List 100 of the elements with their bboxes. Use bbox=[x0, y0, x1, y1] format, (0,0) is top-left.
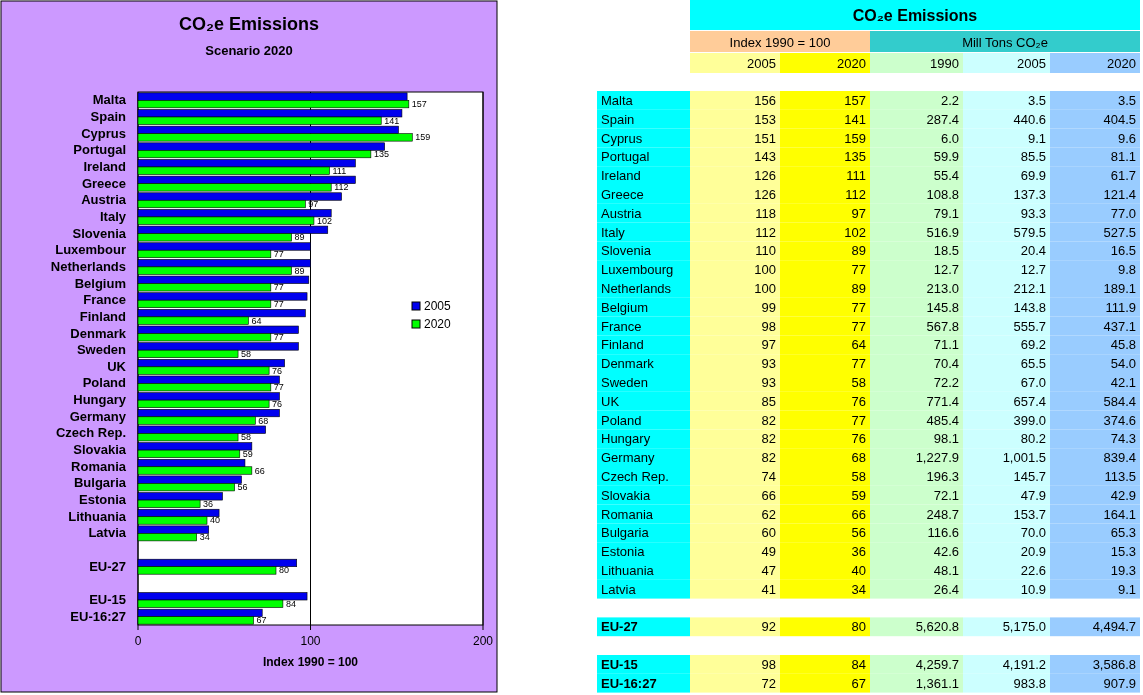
data-label: 93.3 bbox=[1020, 205, 1046, 221]
data-label: 64 bbox=[851, 337, 866, 353]
data-label: 74 bbox=[761, 469, 776, 484]
data-label: 67.0 bbox=[1020, 375, 1046, 390]
data-label: 135 bbox=[373, 149, 389, 160]
data-label: 16.5 bbox=[1110, 243, 1136, 259]
data-label: 100 bbox=[754, 262, 776, 278]
data-label: 3,586.8 bbox=[1092, 657, 1136, 672]
data-label: 18.5 bbox=[933, 243, 959, 259]
data-label: 68 bbox=[258, 415, 269, 426]
data-label: 59.9 bbox=[933, 149, 959, 165]
data-label: 212.1 bbox=[1013, 281, 1046, 296]
data-label: 77 bbox=[273, 298, 284, 309]
chart-title: CO₂e Emissions bbox=[852, 7, 978, 24]
legend-label: 2005 bbox=[424, 299, 452, 313]
x-tick-label: 2020 bbox=[1107, 56, 1136, 71]
data-label: 93 bbox=[761, 356, 776, 372]
data-label: 97 bbox=[761, 337, 776, 353]
data-label: 40 bbox=[851, 563, 866, 578]
y-tick-label: Bulgaria bbox=[601, 525, 650, 541]
y-tick-label: Malta bbox=[601, 93, 634, 108]
data-label: 36 bbox=[851, 544, 866, 560]
data-label: 64 bbox=[251, 315, 262, 326]
data-label: 9.6 bbox=[1117, 130, 1136, 146]
data-label: 60 bbox=[761, 525, 776, 541]
data-label: 76 bbox=[272, 365, 283, 376]
data-label: 20.4 bbox=[1020, 243, 1046, 259]
data-label: 34 bbox=[199, 532, 210, 543]
data-label: 527.5 bbox=[1103, 224, 1136, 240]
data-label: 5,620.8 bbox=[915, 619, 959, 635]
y-tick-label: EU-27 bbox=[601, 619, 638, 635]
y-tick-label: France bbox=[83, 292, 126, 308]
data-label: 26.4 bbox=[933, 581, 959, 597]
data-label: 56 bbox=[237, 482, 248, 493]
data-label: 80 bbox=[279, 565, 290, 576]
data-label: 141 bbox=[384, 115, 400, 126]
y-tick-label: Portugal bbox=[73, 142, 126, 158]
data-label: 126 bbox=[754, 187, 776, 202]
data-label: 153 bbox=[754, 111, 776, 127]
data-label: 9.1 bbox=[1027, 130, 1046, 146]
chart-title: CO₂e Emissions bbox=[178, 14, 320, 34]
data-label: 287.4 bbox=[926, 111, 959, 127]
data-label: 79.1 bbox=[933, 205, 959, 221]
data-label: 404.5 bbox=[1103, 111, 1136, 127]
y-tick-label: EU-16:27 bbox=[70, 608, 126, 624]
y-tick-label: Sweden bbox=[601, 375, 648, 390]
data-label: 69.2 bbox=[1020, 337, 1046, 353]
data-label: 81.1 bbox=[1110, 149, 1136, 165]
data-label: 98 bbox=[761, 318, 776, 334]
data-label: 12.7 bbox=[1020, 262, 1046, 278]
data-label: 77 bbox=[273, 248, 284, 259]
data-label: 92 bbox=[761, 619, 776, 635]
data-label: 80 bbox=[851, 619, 866, 635]
data-label: 516.9 bbox=[926, 224, 959, 240]
data-label: 143 bbox=[754, 149, 776, 165]
data-label: 77 bbox=[273, 382, 284, 393]
data-label: 85.5 bbox=[1020, 149, 1046, 165]
y-tick-label: Poland bbox=[601, 412, 642, 428]
y-tick-label: Germany bbox=[69, 408, 127, 424]
data-label: 72.1 bbox=[933, 487, 959, 503]
data-label: 70.0 bbox=[1020, 525, 1046, 541]
data-label: 374.6 bbox=[1103, 412, 1136, 428]
data-label: 89 bbox=[851, 243, 866, 259]
data-label: 839.4 bbox=[1103, 450, 1136, 466]
data-label: 48.1 bbox=[933, 563, 959, 578]
data-label: 42.6 bbox=[933, 544, 959, 560]
data-label: 121.4 bbox=[1103, 187, 1136, 202]
data-label: 213.0 bbox=[926, 281, 959, 296]
x-tick-label: 100 bbox=[300, 634, 321, 648]
data-label: 76 bbox=[272, 398, 283, 409]
data-label: 62 bbox=[761, 506, 776, 522]
data-label: 6.0 bbox=[940, 130, 959, 146]
data-label: 89 bbox=[851, 281, 866, 296]
y-tick-label: Greece bbox=[81, 175, 126, 191]
data-label: 98 bbox=[761, 657, 776, 672]
data-label: 135 bbox=[844, 149, 866, 165]
y-tick-label: EU-27 bbox=[89, 558, 126, 574]
data-label: 89 bbox=[294, 265, 305, 276]
y-tick-label: Spain bbox=[601, 111, 635, 127]
data-label: 157 bbox=[411, 99, 427, 110]
data-label: 1,227.9 bbox=[915, 450, 959, 466]
data-label: 126 bbox=[754, 168, 776, 184]
data-label: 102 bbox=[844, 224, 866, 240]
data-label: 108.8 bbox=[926, 187, 959, 202]
chart-subtitle: Scenario 2020 bbox=[205, 43, 293, 58]
data-label: 3.5 bbox=[1117, 93, 1136, 108]
data-label: 112 bbox=[755, 224, 776, 240]
y-tick-label: Austria bbox=[81, 192, 127, 208]
data-label: 584.4 bbox=[1103, 393, 1136, 409]
data-label: 82 bbox=[761, 412, 776, 428]
data-label: 41 bbox=[761, 581, 776, 597]
data-label: 143.8 bbox=[1013, 299, 1046, 315]
data-label: 47.9 bbox=[1020, 487, 1046, 503]
data-label: 84 bbox=[851, 657, 866, 672]
data-label: 61.7 bbox=[1110, 168, 1136, 184]
data-label: 4,259.7 bbox=[915, 657, 959, 672]
data-label: 118 bbox=[755, 205, 776, 221]
data-label: 15.3 bbox=[1110, 544, 1136, 560]
data-label: 76 bbox=[851, 431, 866, 447]
y-tick-label: Netherlands bbox=[50, 258, 126, 274]
